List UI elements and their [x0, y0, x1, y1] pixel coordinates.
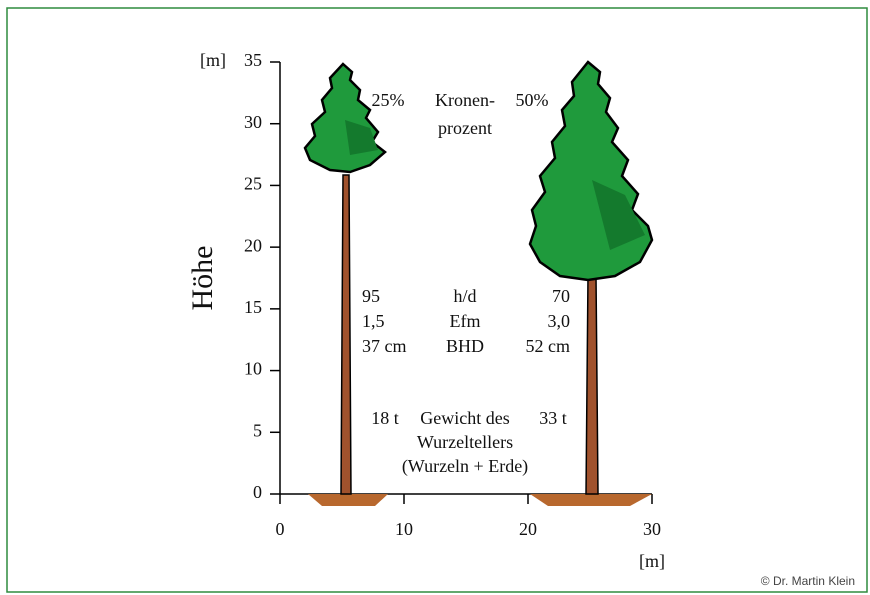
root-right-value: 33 t: [539, 408, 567, 428]
y-tick-label: 20: [244, 235, 262, 255]
row-cell: 1,5: [362, 311, 385, 331]
x-tick-label: 30: [643, 519, 661, 539]
y-label: Höhe: [186, 246, 219, 311]
y-tick-label: 10: [244, 359, 262, 379]
crown-label: prozent: [438, 118, 492, 138]
credit: © Dr. Martin Klein: [761, 574, 855, 588]
row-cell: BHD: [446, 336, 484, 356]
y-tick-label: 25: [244, 174, 262, 194]
y-tick-label: 35: [244, 50, 262, 70]
row-cell: 3,0: [548, 311, 571, 331]
crown-left: [305, 64, 385, 172]
row-cell: Efm: [450, 311, 481, 331]
row-cell: 95: [362, 286, 380, 306]
x-tick-label: 10: [395, 519, 413, 539]
crown-left-value: 25%: [372, 90, 405, 110]
crown-right-value: 50%: [516, 90, 549, 110]
x-tick-label: 20: [519, 519, 537, 539]
y-tick-label: 5: [253, 420, 262, 440]
trunk-right: [586, 275, 598, 494]
y-tick-label: 0: [253, 482, 262, 502]
trunk-left: [341, 175, 351, 494]
root-plate-left: [308, 494, 388, 506]
row-cell: 70: [552, 286, 570, 306]
crown-label: Kronen-: [435, 90, 495, 110]
root-plate-right: [530, 494, 652, 506]
diagram: 05101520253035 0102030 [m] Höhe [m] 25% …: [0, 0, 870, 595]
y-tick-label: 15: [244, 297, 262, 317]
row-cell: h/d: [453, 286, 476, 306]
y-unit: [m]: [200, 50, 226, 70]
x-unit: [m]: [639, 551, 665, 571]
root-left-value: 18 t: [371, 408, 399, 428]
root-label: Gewicht des: [420, 408, 509, 428]
root-label: Wurzeltellers: [417, 432, 513, 452]
y-ticks: 0 5 10 15 20 25 30 35: [244, 50, 280, 502]
row-cell: 52 cm: [526, 336, 571, 356]
x-tick-label: 0: [276, 519, 285, 539]
row-cell: 37 cm: [362, 336, 407, 356]
y-tick-label: 30: [244, 112, 262, 132]
root-label: (Wurzeln + Erde): [402, 456, 528, 477]
rows: 95 h/d 70 1,5 Efm 3,0 37 cm BHD 52 cm: [362, 286, 570, 356]
